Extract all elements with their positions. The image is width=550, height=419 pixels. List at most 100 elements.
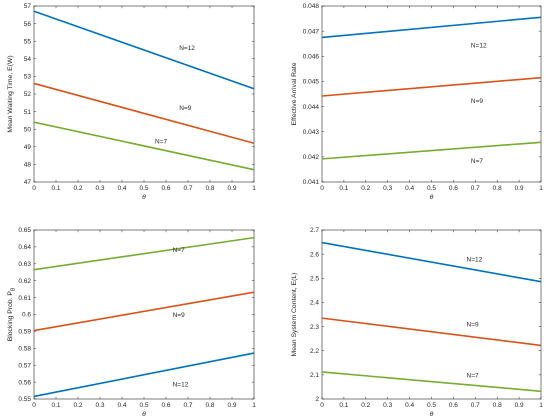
y-axis-label: Blocking Prob. PB bbox=[7, 287, 17, 341]
y-axis-label: Effective Arrival Rate bbox=[291, 62, 298, 125]
x-axis-label: θ bbox=[142, 411, 146, 418]
y-tick-label: 0.048 bbox=[303, 3, 320, 10]
x-tick-label: 0.7 bbox=[183, 402, 192, 409]
y-tick-label: 2.2 bbox=[310, 348, 319, 355]
x-tick-label: 0.3 bbox=[383, 185, 392, 192]
chart-4: 0 0.1 0.2 0.3 0.4 0.5 0.6 0.7 0.8 0.9 1 2 2.1 2.2 2.3 2… bbox=[291, 227, 543, 418]
x-tick-label: 1 bbox=[252, 185, 256, 192]
y-tick-label: 0.65 bbox=[18, 227, 31, 234]
x-axis-label: θ bbox=[142, 194, 146, 201]
x-axis-label: θ bbox=[430, 411, 434, 418]
x-tick-label: 0.4 bbox=[405, 185, 414, 192]
series-line-n-12 bbox=[321, 241, 542, 283]
y-tick-label: 55 bbox=[24, 38, 32, 45]
x-tick-label: 0.9 bbox=[227, 185, 236, 192]
y-tick-label: 0.56 bbox=[18, 379, 31, 386]
y-tick-label: 0.62 bbox=[18, 278, 31, 285]
series-label-n-12: N=12 bbox=[467, 256, 483, 263]
x-tick-label: 0.3 bbox=[383, 402, 392, 409]
x-tick-label: 0 bbox=[32, 185, 36, 192]
series-line-n-7 bbox=[321, 141, 542, 160]
y-tick-label: 49 bbox=[24, 144, 32, 151]
y-tick-label: 0.63 bbox=[18, 261, 31, 268]
x-tick-label: 0.7 bbox=[183, 185, 192, 192]
y-tick-label: 2.3 bbox=[310, 324, 319, 331]
chart-1: 0 0.1 0.2 0.3 0.4 0.5 0.6 0.7 0.8 0.9 1 47 48 49 50 51 5… bbox=[7, 3, 256, 201]
series-label-n-12: N=12 bbox=[179, 45, 195, 52]
y-tick-label: 2.4 bbox=[310, 300, 319, 307]
series-label-n-7: N=7 bbox=[467, 372, 479, 379]
y-tick-label: 50 bbox=[24, 126, 32, 133]
x-axis-label: θ bbox=[430, 194, 434, 201]
y-tick-label: 0.046 bbox=[303, 53, 320, 60]
x-tick-label: 1 bbox=[539, 185, 543, 192]
series-line-n-9 bbox=[321, 317, 542, 347]
series-label-n-9: N=9 bbox=[467, 322, 479, 329]
y-tick-label: 54 bbox=[24, 56, 32, 63]
series-line-n-12 bbox=[33, 352, 255, 398]
x-tick-label: 0.8 bbox=[493, 185, 502, 192]
x-tick-label: 0.2 bbox=[73, 185, 82, 192]
y-tick-label: 0.043 bbox=[303, 129, 320, 136]
series-label-n-7: N=7 bbox=[173, 247, 185, 254]
x-tick-label: 0.2 bbox=[73, 402, 82, 409]
y-tick-label: 0.042 bbox=[303, 154, 320, 161]
y-tick-label: 2.6 bbox=[310, 251, 319, 258]
x-tick-label: 0.5 bbox=[139, 185, 148, 192]
series-line-n-9 bbox=[33, 82, 255, 145]
y-tick-label: 0.59 bbox=[18, 329, 31, 336]
y-axis-label: Mean System Content, E(L) bbox=[291, 273, 298, 357]
x-tick-label: 0.8 bbox=[205, 185, 214, 192]
x-tick-label: 1 bbox=[539, 402, 543, 409]
x-tick-label: 0.1 bbox=[339, 402, 348, 409]
y-tick-label: 0.045 bbox=[303, 79, 320, 86]
y-tick-label: 0.61 bbox=[18, 295, 31, 302]
x-tick-label: 0.9 bbox=[227, 402, 236, 409]
plot-frame bbox=[33, 229, 255, 400]
series-label-n-9: N=9 bbox=[471, 98, 483, 105]
x-tick-label: 0.6 bbox=[449, 185, 458, 192]
y-tick-label: 48 bbox=[24, 162, 32, 169]
x-tick-label: 0.2 bbox=[361, 185, 370, 192]
x-tick-label: 0.7 bbox=[471, 402, 480, 409]
y-axis-label: Mean Waiting Time, E(W) bbox=[7, 55, 14, 132]
series-line-n-9 bbox=[33, 291, 255, 332]
y-tick-label: 0.57 bbox=[18, 362, 31, 369]
series-label-n-7: N=7 bbox=[471, 158, 483, 165]
y-tick-label: 52 bbox=[24, 91, 32, 98]
x-tick-label: 0.1 bbox=[339, 185, 348, 192]
series-label-n-9: N=9 bbox=[179, 105, 191, 112]
x-tick-label: 0.8 bbox=[493, 402, 502, 409]
x-tick-label: 0.6 bbox=[161, 402, 170, 409]
x-tick-label: 0.3 bbox=[95, 402, 104, 409]
x-tick-label: 0 bbox=[32, 402, 36, 409]
y-tick-label: 0.55 bbox=[18, 396, 31, 403]
plot-frame bbox=[33, 5, 255, 183]
series-label-n-12: N=12 bbox=[173, 381, 189, 388]
x-tick-label: 0.6 bbox=[161, 185, 170, 192]
x-tick-label: 0.4 bbox=[117, 185, 126, 192]
x-tick-label: 0.8 bbox=[205, 402, 214, 409]
y-tick-label: 0.6 bbox=[22, 312, 31, 319]
plot-frame bbox=[321, 229, 542, 400]
y-tick-label: 47 bbox=[24, 179, 32, 186]
series-label-n-9: N=9 bbox=[173, 312, 185, 319]
x-tick-label: 0.5 bbox=[427, 185, 436, 192]
series-label-n-12: N=12 bbox=[471, 42, 487, 49]
x-tick-label: 0.5 bbox=[139, 402, 148, 409]
y-tick-label: 51 bbox=[24, 109, 32, 116]
y-tick-label: 0.64 bbox=[18, 244, 31, 251]
y-tick-label: 2.5 bbox=[310, 275, 319, 282]
x-tick-label: 0.9 bbox=[515, 185, 524, 192]
y-tick-label: 0.041 bbox=[303, 179, 320, 186]
y-tick-label: 2.7 bbox=[310, 227, 319, 234]
series-line-n-7 bbox=[33, 121, 255, 171]
y-tick-label: 0.58 bbox=[18, 346, 31, 353]
series-line-n-12 bbox=[33, 10, 255, 90]
x-tick-label: 0.1 bbox=[51, 402, 60, 409]
y-tick-label: 0.047 bbox=[303, 28, 320, 35]
series-line-n-7 bbox=[33, 236, 255, 271]
x-tick-label: 0.5 bbox=[427, 402, 436, 409]
series-line-n-7 bbox=[321, 371, 542, 393]
